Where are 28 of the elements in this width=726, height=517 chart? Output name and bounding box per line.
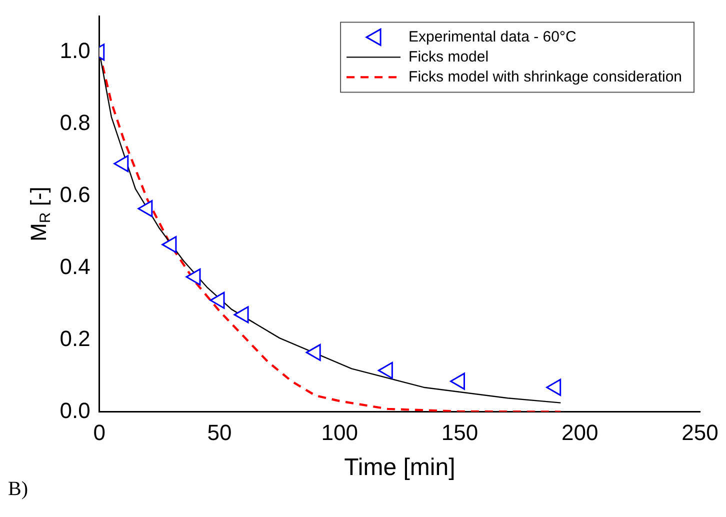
point [138, 200, 153, 218]
y-axis-title: MR [-] [26, 186, 54, 242]
y-tick-label: 0.8 [60, 110, 90, 136]
x-tick-label: 50 [207, 420, 232, 446]
x-tick-label: 250 [682, 420, 718, 446]
point [186, 268, 201, 286]
x-axis-title: Time [min] [344, 454, 456, 482]
text: B) [8, 478, 28, 501]
x-tick-label: 200 [562, 420, 598, 446]
legend-label: Ficks model with shrinkage consideration [408, 68, 682, 86]
y-tick-label: 0.6 [60, 182, 90, 208]
y-tick-label: 1.0 [60, 38, 90, 64]
point [162, 236, 177, 254]
y-tick-label: 0.0 [60, 398, 90, 423]
point [306, 344, 321, 362]
legend-label: Ficks model [408, 48, 489, 66]
point [234, 306, 249, 324]
point [450, 372, 466, 390]
y-tick-label: 0.4 [60, 254, 90, 280]
x-tick-label: 150 [441, 420, 478, 446]
x-tick-label: 100 [321, 420, 358, 446]
point [114, 155, 129, 172]
point [378, 362, 393, 379]
point [546, 378, 562, 396]
y-tick-label: 0.2 [60, 326, 90, 351]
legend-label: Experimental data - 60°C [408, 28, 576, 46]
point [210, 292, 225, 309]
x-tick-label: 0 [93, 420, 106, 446]
